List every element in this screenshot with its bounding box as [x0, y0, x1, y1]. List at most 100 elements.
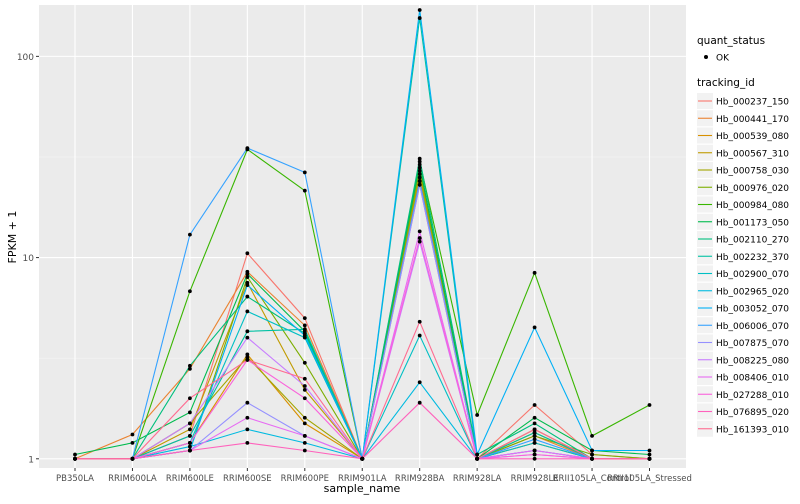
legend-label: Hb_000984_080	[716, 201, 789, 211]
data-point	[302, 387, 307, 392]
data-point	[532, 440, 537, 445]
data-point	[302, 333, 307, 338]
data-point	[245, 427, 250, 432]
data-point	[532, 415, 537, 420]
data-point	[647, 452, 652, 457]
data-point	[590, 456, 594, 461]
data-point	[188, 421, 192, 426]
data-point	[532, 448, 537, 453]
data-point	[532, 403, 537, 407]
legend-label: Hb_000567_310	[716, 149, 789, 159]
x-tick-label: RRIM901LA	[338, 474, 387, 484]
data-point	[417, 165, 422, 170]
data-point	[647, 456, 652, 461]
data-point	[302, 421, 307, 426]
x-axis-title: sample_name	[324, 482, 401, 495]
data-point	[188, 232, 192, 237]
data-point	[417, 182, 422, 187]
data-point	[245, 146, 250, 151]
legend-label: Hb_001173_050	[716, 218, 789, 228]
data-point	[417, 229, 422, 234]
data-point	[647, 403, 652, 407]
y-axis-title: FPKM + 1	[6, 211, 19, 264]
data-point	[360, 456, 365, 461]
data-point	[532, 421, 537, 426]
data-point	[532, 456, 537, 461]
legend-color-title: tracking_id	[697, 77, 755, 89]
data-point	[647, 448, 652, 453]
data-point	[302, 396, 307, 401]
data-point	[417, 380, 422, 385]
data-point	[245, 352, 250, 357]
data-point	[188, 440, 192, 445]
data-point	[130, 440, 135, 445]
legend-key-ok	[704, 55, 708, 59]
data-point	[417, 400, 422, 405]
data-point	[302, 440, 307, 445]
data-point	[302, 415, 307, 420]
data-point	[245, 335, 250, 340]
legend-label: Hb_002965_020	[716, 287, 789, 297]
y-tick-label: 100	[17, 53, 34, 63]
x-tick-label: RRIM600LE	[166, 474, 214, 484]
data-point	[532, 270, 537, 275]
data-point	[417, 162, 422, 167]
legend-label: Hb_027288_010	[716, 391, 789, 401]
x-tick-label: RRIM600SE	[223, 474, 272, 484]
data-point	[73, 452, 77, 457]
data-point	[417, 172, 422, 176]
data-point	[188, 448, 192, 453]
legend-label: Hb_000976_020	[716, 184, 789, 194]
data-point	[188, 396, 192, 401]
data-point	[245, 329, 250, 334]
data-point	[188, 289, 192, 294]
data-point	[302, 376, 307, 381]
data-points	[73, 8, 652, 461]
data-point	[532, 430, 537, 435]
data-point	[188, 444, 192, 449]
legend-label: Hb_006006_070	[716, 322, 789, 332]
data-point	[302, 316, 307, 321]
data-point	[302, 170, 307, 175]
data-point	[417, 236, 422, 240]
data-point	[130, 456, 135, 461]
legend-label: Hb_002900_070	[716, 270, 789, 280]
data-point	[245, 271, 250, 276]
data-point	[532, 433, 537, 438]
data-point	[417, 16, 422, 20]
data-point	[245, 275, 250, 279]
data-point	[417, 333, 422, 338]
data-point	[130, 432, 135, 437]
data-point	[245, 283, 250, 287]
legend-label: Hb_002110_270	[716, 236, 789, 246]
data-point	[532, 437, 537, 442]
data-point	[302, 188, 307, 193]
data-point	[302, 433, 307, 438]
data-point	[245, 294, 250, 299]
y-tick-label: 1	[28, 455, 34, 465]
y-tick-label: 10	[23, 254, 35, 264]
data-point	[590, 448, 594, 453]
legend-label: Hb_076895_020	[716, 408, 789, 418]
x-tick-label: PB350LA	[56, 474, 94, 484]
data-point	[417, 168, 422, 173]
data-point	[245, 251, 250, 256]
legend-label: Hb_000539_080	[716, 132, 789, 142]
x-tick-label: RRII105LA_Control	[553, 474, 632, 484]
data-point	[417, 159, 422, 164]
legend-label: Hb_003052_070	[716, 305, 789, 315]
legend-label: Hb_008406_010	[716, 374, 789, 384]
data-point	[590, 433, 594, 438]
data-point	[188, 363, 192, 368]
data-point	[245, 309, 250, 314]
data-point	[417, 319, 422, 324]
legend-label: Hb_000441_170	[716, 115, 789, 125]
data-point	[302, 384, 307, 388]
data-point	[475, 456, 480, 461]
data-point	[188, 433, 192, 438]
data-point	[188, 427, 192, 432]
legend-label: Hb_000758_030	[716, 167, 789, 177]
data-point	[73, 456, 77, 461]
data-point	[245, 400, 250, 405]
